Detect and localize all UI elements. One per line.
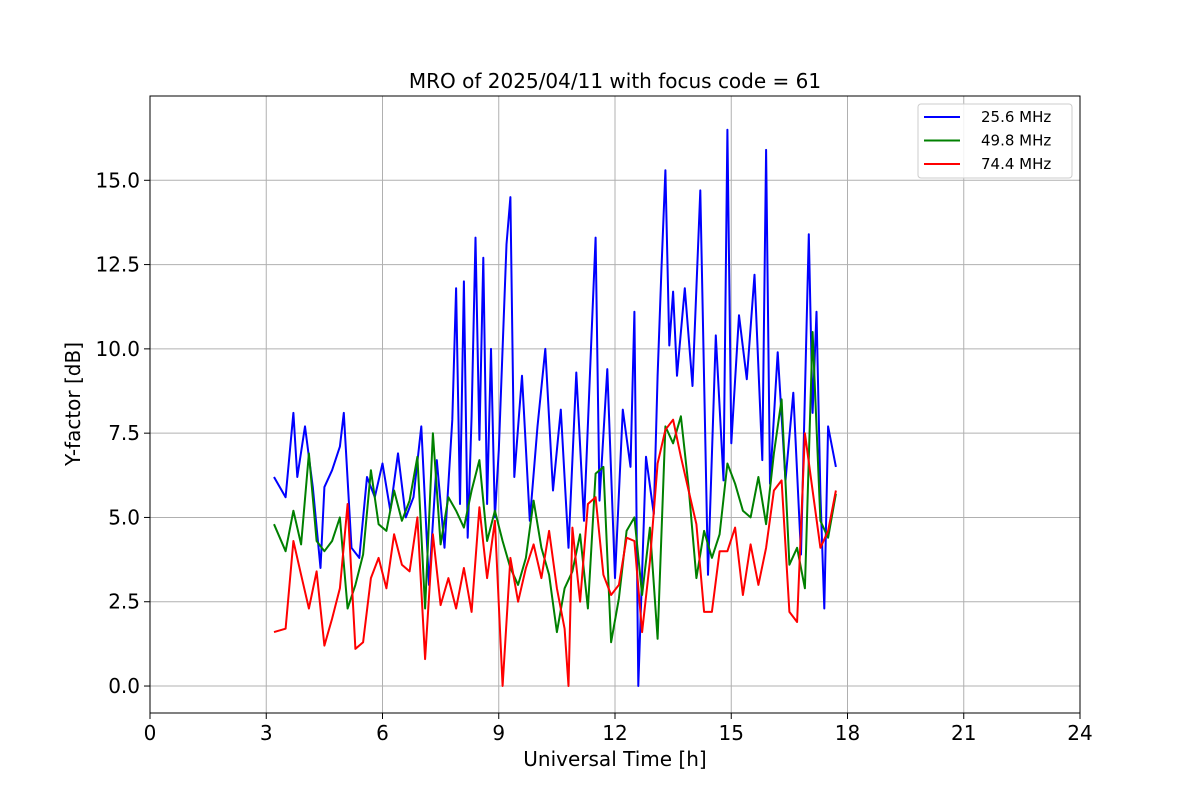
ticks: 0 3 6 9 12 15 18 21 24 0.0 2.5 5.0 7.5 10.0 12.5 15.0 (95, 168, 1092, 745)
x-axis-label: Universal Time [h] (523, 747, 706, 771)
legend-label: 25.6 MHz (981, 108, 1051, 126)
x-tick-label: 21 (951, 721, 976, 745)
series-line-0 (273, 128, 837, 687)
x-tick-label: 15 (719, 721, 744, 745)
series-layer (273, 128, 837, 687)
y-tick-label: 7.5 (108, 421, 140, 445)
y-axis-label: Y-factor [dB] (61, 342, 85, 467)
x-tick-label: 0 (144, 721, 157, 745)
legend-box (917, 103, 1073, 179)
x-tick-label: 24 (1067, 721, 1092, 745)
series-line-1 (273, 331, 837, 644)
y-tick-label: 0.0 (108, 674, 140, 698)
legend-label: 49.8 MHz (981, 132, 1051, 150)
x-tick-label: 6 (376, 721, 389, 745)
y-tick-label: 15.0 (95, 168, 140, 192)
y-tick-label: 5.0 (108, 505, 140, 529)
x-tick-label: 9 (492, 721, 505, 745)
x-tick-label: 3 (260, 721, 273, 745)
y-tick-label: 2.5 (108, 590, 140, 614)
x-tick-label: 18 (835, 721, 860, 745)
legend-label: 74.4 MHz (981, 155, 1051, 173)
x-tick-label: 12 (602, 721, 627, 745)
y-tick-label: 12.5 (95, 253, 140, 277)
y-tick-label: 10.0 (95, 337, 140, 361)
legend: 25.6 MHz 49.8 MHz 74.4 MHz (917, 103, 1073, 179)
series-line-2 (273, 418, 837, 687)
chart-title: MRO of 2025/04/11 with focus code = 61 (409, 69, 821, 93)
